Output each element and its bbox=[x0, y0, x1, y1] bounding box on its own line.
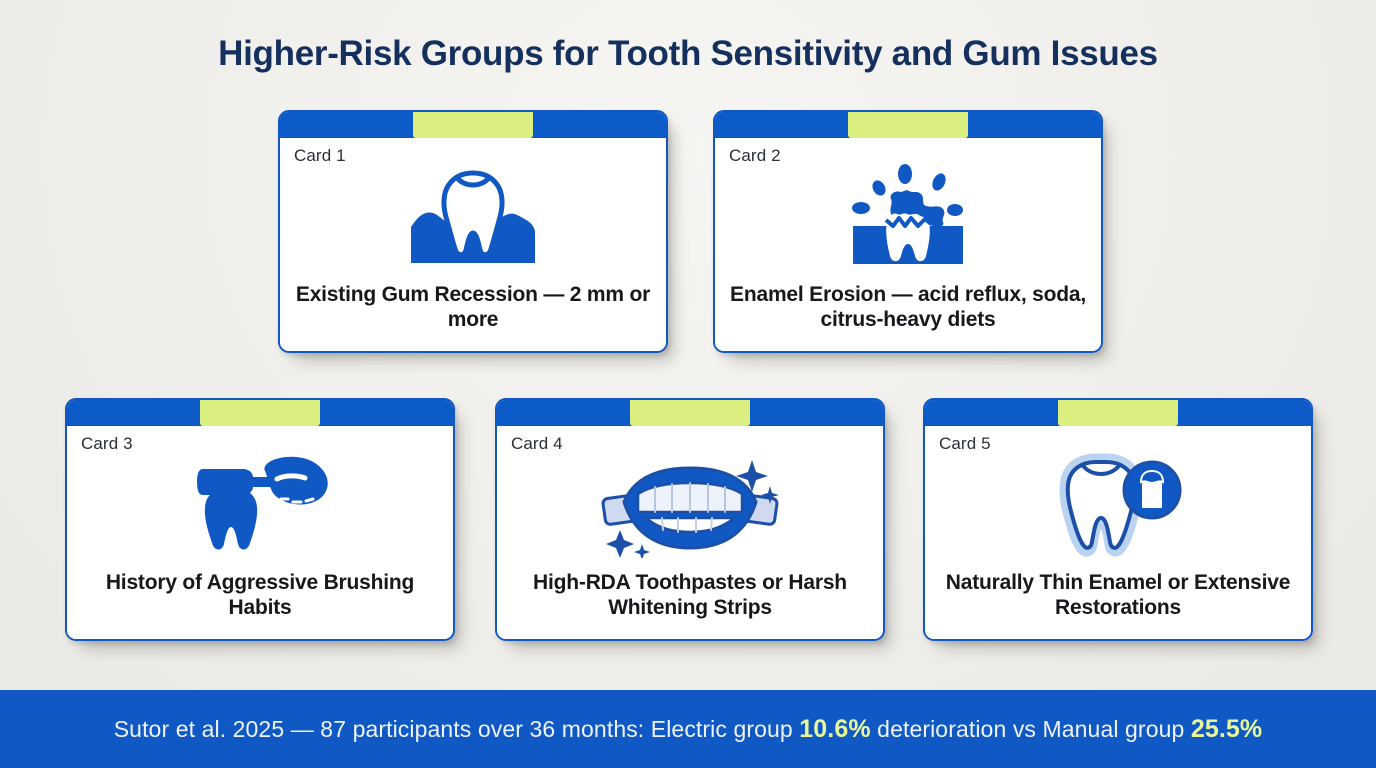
card-header bbox=[715, 112, 1101, 138]
card-label: High-RDA Toothpastes or Harsh Whitening … bbox=[533, 570, 847, 620]
risk-card-2[interactable]: Card 2 E bbox=[713, 110, 1103, 353]
card-header bbox=[280, 112, 666, 138]
footer-middle-text: deterioration vs Manual group bbox=[870, 715, 1191, 742]
stat-manual-group: 25.5% bbox=[1190, 714, 1263, 743]
card-label: Naturally Thin Enamel or Extensive Resto… bbox=[945, 570, 1291, 620]
footer-bar: Sutor et al. 2025 — 87 participants over… bbox=[0, 690, 1376, 768]
card-tab bbox=[1058, 400, 1178, 426]
footer-citation: Sutor et al. 2025 — 87 participants over… bbox=[114, 715, 1263, 744]
risk-card-3[interactable]: Card 3 bbox=[65, 398, 455, 641]
card-index-label: Card 2 bbox=[729, 146, 781, 165]
card-label: Enamel Erosion — acid reflux, soda, citr… bbox=[730, 282, 1086, 332]
card-index-label: Card 4 bbox=[511, 434, 563, 453]
risk-card-5[interactable]: Card 5 Naturally Thin Enamel o bbox=[923, 398, 1313, 641]
card-header bbox=[497, 400, 883, 426]
card-label: Existing Gum Recession — 2 mm or more bbox=[295, 282, 651, 332]
card-index-label: Card 5 bbox=[939, 434, 991, 453]
card-tab bbox=[630, 400, 750, 426]
acid-splash-tooth-icon bbox=[729, 152, 1087, 282]
card-body: Card 5 Naturally Thin Enamel o bbox=[925, 426, 1311, 639]
tooth-gum-recession-icon bbox=[294, 152, 652, 282]
card-tab bbox=[413, 112, 533, 138]
card-header bbox=[67, 400, 453, 426]
card-label: History of Aggressive Brushing Habits bbox=[105, 570, 415, 620]
card-header bbox=[925, 400, 1311, 426]
smile-whitening-strips-icon bbox=[511, 440, 869, 570]
card-body: Card 4 bbox=[497, 426, 883, 639]
card-tab bbox=[200, 400, 320, 426]
card-body: Card 1 Existing Gum Recession — 2 mm or … bbox=[280, 138, 666, 351]
stat-electric-group: 10.6% bbox=[799, 714, 871, 743]
card-body: Card 3 bbox=[67, 426, 453, 639]
risk-card-1[interactable]: Card 1 Existing Gum Recession — 2 mm or … bbox=[278, 110, 668, 353]
card-index-label: Card 1 bbox=[294, 146, 346, 165]
card-index-label: Card 3 bbox=[81, 434, 133, 453]
hand-toothbrush-icon bbox=[81, 440, 439, 570]
page-title: Higher-Risk Groups for Tooth Sensitivity… bbox=[218, 34, 1158, 73]
footer-lead-text: Sutor et al. 2025 — 87 participants over… bbox=[113, 715, 800, 742]
thin-enamel-restoration-icon bbox=[939, 440, 1297, 570]
card-body: Card 2 E bbox=[715, 138, 1101, 351]
card-tab bbox=[848, 112, 968, 138]
risk-card-4[interactable]: Card 4 bbox=[495, 398, 885, 641]
